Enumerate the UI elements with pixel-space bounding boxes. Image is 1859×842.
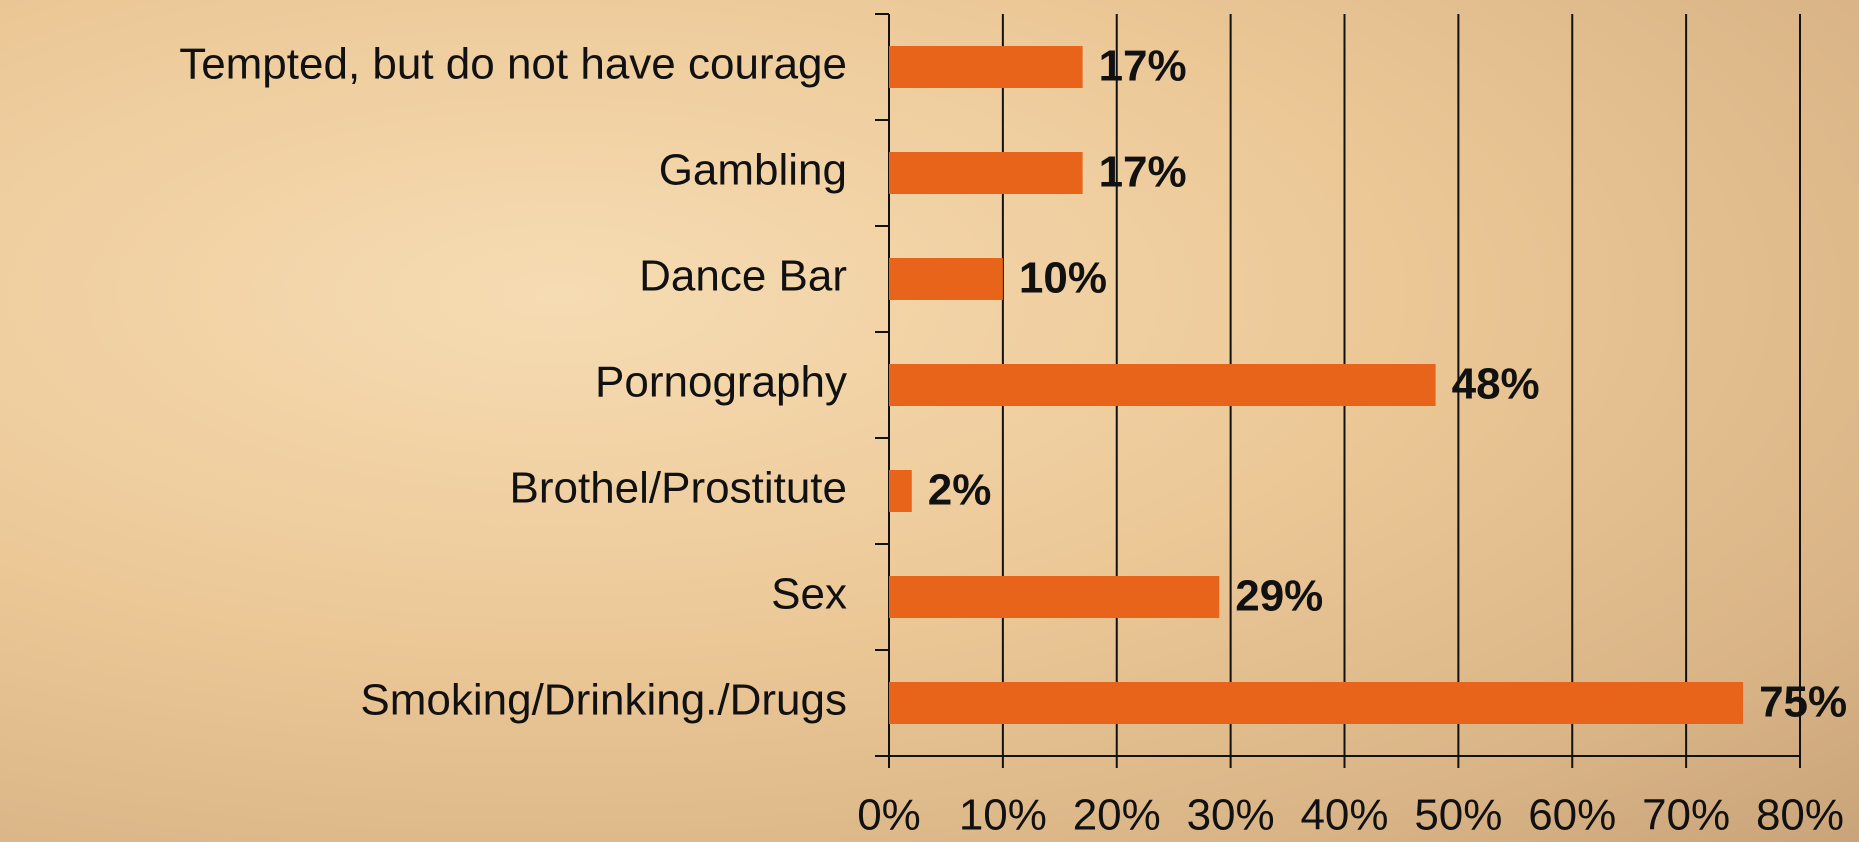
y-tick-label: Gambling xyxy=(659,146,847,195)
x-tick-label: 70% xyxy=(1642,791,1730,840)
x-tick-label: 10% xyxy=(959,791,1047,840)
x-tick-label: 20% xyxy=(1073,791,1161,840)
y-tick-label: Brothel/Prostitute xyxy=(510,464,848,513)
x-tick-label: 60% xyxy=(1528,791,1616,840)
value-label: 2% xyxy=(928,466,992,515)
x-tick-label: 30% xyxy=(1187,791,1275,840)
x-tick-label: 40% xyxy=(1300,791,1388,840)
y-tick-label: Dance Bar xyxy=(639,252,847,301)
value-label: 75% xyxy=(1759,678,1847,727)
value-label: 29% xyxy=(1235,572,1323,621)
value-label: 10% xyxy=(1019,254,1107,303)
y-tick-label: Smoking/Drinking./Drugs xyxy=(360,676,847,725)
bar xyxy=(889,364,1436,406)
bar xyxy=(889,258,1003,300)
y-tick-label: Pornography xyxy=(595,358,847,407)
x-tick-label: 0% xyxy=(857,791,921,840)
value-label: 17% xyxy=(1099,42,1187,91)
bar xyxy=(889,470,912,512)
value-label: 17% xyxy=(1099,148,1187,197)
y-tick-label: Tempted, but do not have courage xyxy=(179,40,847,89)
x-tick-label: 50% xyxy=(1414,791,1502,840)
value-label: 48% xyxy=(1452,360,1540,409)
x-tick-label: 80% xyxy=(1756,791,1844,840)
y-tick-label: Sex xyxy=(771,570,847,619)
bar xyxy=(889,152,1083,194)
bar xyxy=(889,576,1220,618)
bar xyxy=(889,682,1744,724)
bar xyxy=(889,46,1083,88)
